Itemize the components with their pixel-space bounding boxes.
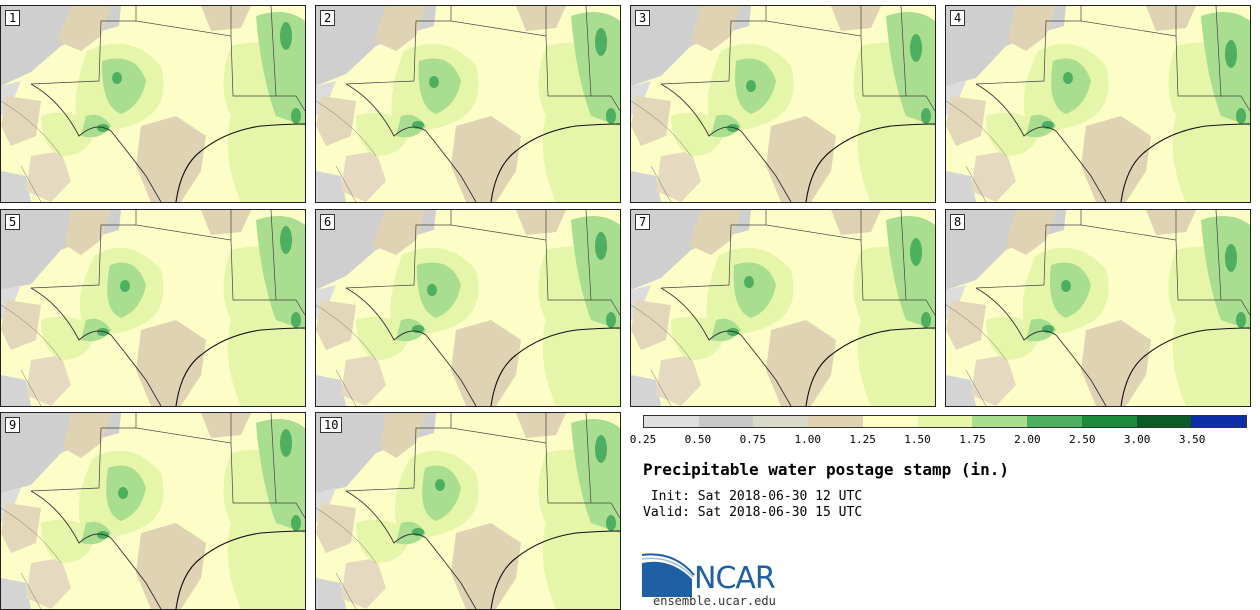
member-panel-1: 1	[0, 5, 306, 203]
precipitable-water-colorbar	[643, 415, 1247, 428]
precipitable-water-map	[631, 210, 935, 406]
precipitable-water-map	[946, 210, 1250, 406]
precipitable-water-map	[316, 210, 620, 406]
colorbar-segment	[1191, 416, 1247, 427]
colorbar-tick-label: 0.75	[739, 433, 767, 446]
colorbar-segment	[644, 416, 699, 427]
init-time: Init: Sat 2018-06-30 12 UTC	[643, 489, 863, 504]
member-panel-7: 7	[630, 209, 936, 407]
member-label: 4	[950, 10, 966, 26]
member-panel-9: 9	[0, 412, 306, 610]
colorbar-segment	[917, 416, 973, 427]
website-link[interactable]: ensemble.ucar.edu	[653, 594, 776, 608]
member-panel-4: 4	[945, 5, 1251, 203]
member-label: 10	[320, 417, 343, 433]
colorbar-tick-label: 3.50	[1178, 433, 1206, 446]
colorbar-tick-label: 1.50	[904, 433, 931, 446]
colorbar-segment	[1027, 416, 1082, 427]
colorbar-tick-label: 1.75	[959, 433, 986, 446]
ncar-logo-icon	[642, 553, 695, 597]
precipitable-water-map	[1, 6, 305, 202]
precipitable-water-map	[1, 413, 305, 609]
member-label: 1	[5, 10, 21, 26]
member-label: 6	[320, 214, 336, 230]
colorbar-tick-label: 3.00	[1123, 433, 1151, 446]
colorbar-tick-label: 1.00	[794, 433, 821, 446]
member-label: 5	[5, 214, 21, 230]
legend-title: Precipitable water postage stamp (in.)	[643, 460, 1010, 479]
member-label: 8	[950, 214, 966, 230]
colorbar-tick-label: 2.50	[1069, 433, 1096, 446]
member-panel-8: 8	[945, 209, 1251, 407]
logo-text: NCAR	[694, 561, 776, 596]
member-label: 3	[635, 10, 651, 26]
colorbar-tick-label: 1.25	[849, 433, 876, 446]
precipitable-water-map	[316, 6, 620, 202]
member-label: 2	[320, 10, 336, 26]
precipitable-water-map	[946, 6, 1250, 202]
colorbar-segment	[753, 416, 809, 427]
precipitable-water-map	[316, 413, 620, 609]
colorbar-segment	[972, 416, 1028, 427]
precipitable-water-map	[1, 210, 305, 406]
member-panel-3: 3	[630, 5, 936, 203]
member-panel-10: 10	[315, 412, 621, 610]
member-panel-5: 5	[0, 209, 306, 407]
member-label: 9	[5, 417, 21, 433]
colorbar-tick-label: 0.50	[684, 433, 712, 446]
member-label: 7	[635, 214, 651, 230]
precipitable-water-map	[631, 6, 935, 202]
colorbar-segment	[698, 416, 754, 427]
valid-time: Valid: Sat 2018-06-30 15 UTC	[643, 505, 863, 520]
member-panel-2: 2	[315, 5, 621, 203]
colorbar-segment	[862, 416, 918, 427]
colorbar-segment	[1081, 416, 1137, 427]
colorbar-segment	[1136, 416, 1192, 427]
member-panel-6: 6	[315, 209, 621, 407]
colorbar-tick-label: 2.00	[1014, 433, 1041, 446]
colorbar-tick-label: 0.25	[629, 433, 657, 446]
colorbar-segment	[808, 416, 863, 427]
